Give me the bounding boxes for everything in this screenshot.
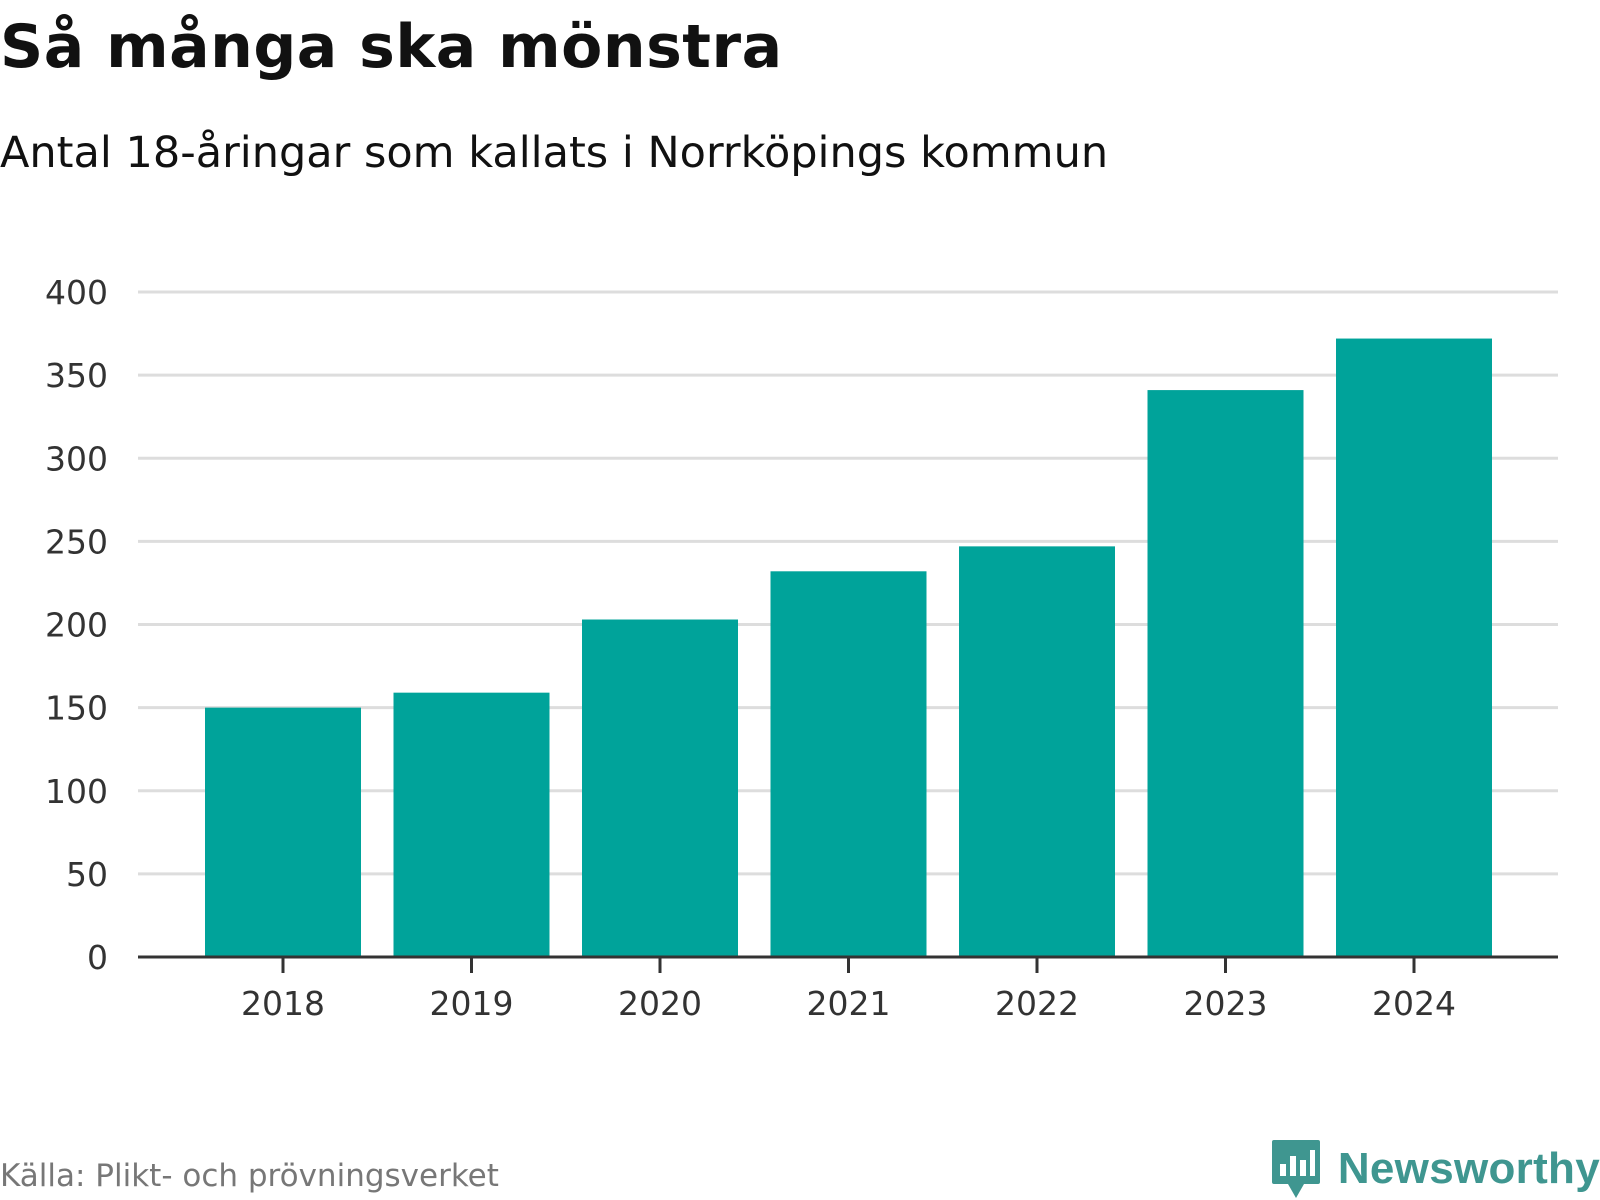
y-tick-label: 50 [66,855,108,894]
x-axis [138,955,1558,973]
bar-2020 [582,619,738,957]
axis-labels: 0 50 100 150 200 250 300 350 400 2018 2019 2020 2021… [45,273,1456,1023]
y-tick-label: 300 [45,439,108,478]
x-tick-label: 2019 [430,984,514,1023]
y-tick-label: 250 [45,522,108,561]
x-tick-label: 2022 [995,984,1079,1023]
source-note: Källa: Plikt- och prövningsverket [0,1158,499,1194]
bar-2019 [393,692,550,957]
brand-name: Newsworthy [1337,1144,1600,1193]
y-tick-label: 100 [45,772,108,811]
bar-2018 [205,707,361,957]
x-tick-label: 2023 [1184,984,1268,1023]
y-tick-label: 400 [45,273,108,312]
bar-2024 [1336,338,1492,957]
brand-logo: Newsworthy [1270,1138,1600,1200]
bar-2022 [959,546,1115,957]
x-tick-label: 2021 [807,984,891,1023]
y-tick-label: 200 [45,606,108,645]
bar-2021 [770,571,927,957]
newsworthy-logo-icon [1271,1140,1320,1198]
chart-subtitle: Antal 18-åringar som kallats i Norrköpin… [0,128,1109,178]
y-tick-label: 0 [87,938,108,977]
bars [205,338,1492,957]
y-tick-label: 150 [45,689,108,728]
chart-title: Så många ska mönstra [0,12,783,82]
x-tick-label: 2024 [1372,984,1456,1023]
y-tick-label: 350 [45,356,108,395]
x-tick-label: 2018 [241,984,325,1023]
x-tick-label: 2020 [618,984,702,1023]
bar-2023 [1147,390,1304,957]
